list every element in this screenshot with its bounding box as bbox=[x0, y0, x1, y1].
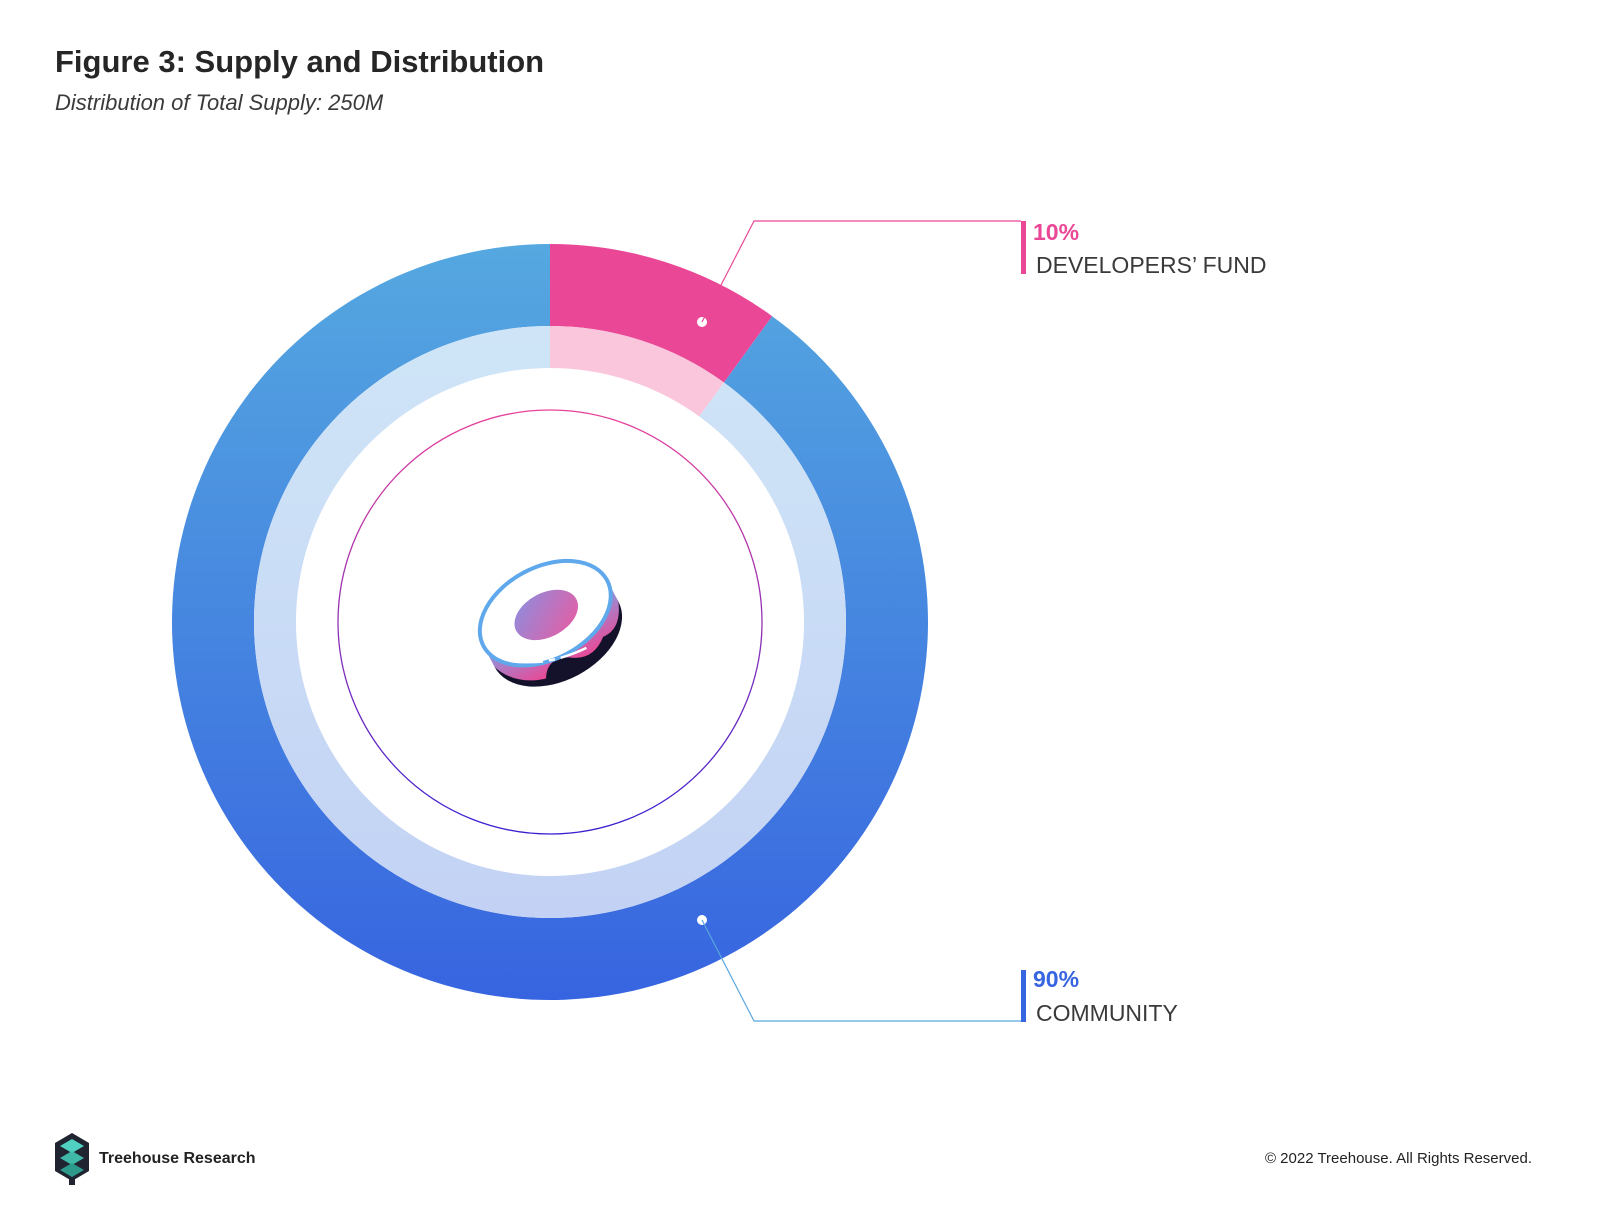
chart-title: Figure 3: Supply and Distribution bbox=[55, 44, 545, 79]
callout-line-community bbox=[701, 919, 1021, 1022]
slice-developers-fund bbox=[550, 244, 773, 383]
slice-inner-developers-fund bbox=[550, 326, 724, 417]
callout-bar-community bbox=[1021, 970, 1026, 1022]
category-label-developers-fund: DEVELOPERS’ FUND bbox=[1036, 252, 1266, 278]
footer-brand: Treehouse Research bbox=[99, 1150, 256, 1167]
inner-ring-outline bbox=[337, 409, 763, 835]
value-label-developers-fund: 10% bbox=[1033, 219, 1079, 245]
treehouse-logo-icon bbox=[55, 1133, 89, 1185]
callout-line-developers-fund bbox=[701, 220, 1021, 323]
value-label-community: 90% bbox=[1033, 966, 1079, 992]
footer-copyright: © 2022 Treehouse. All Rights Reserved. bbox=[1264, 1150, 1532, 1167]
chart-subtitle: Distribution of Total Supply: 250M bbox=[55, 90, 384, 115]
category-label-community: COMMUNITY bbox=[1036, 1000, 1178, 1026]
sushi-logo-icon bbox=[477, 558, 623, 687]
callout-bar-developers-fund bbox=[1021, 221, 1026, 274]
